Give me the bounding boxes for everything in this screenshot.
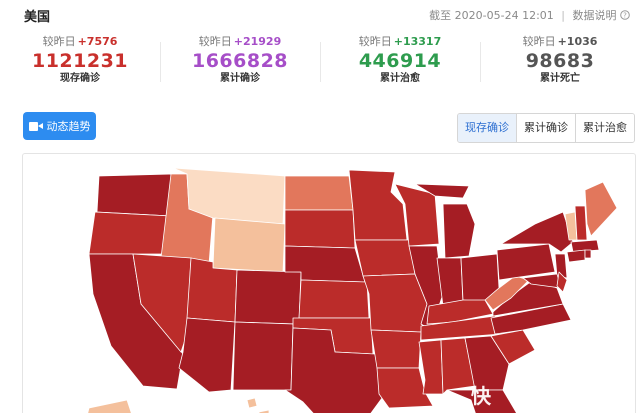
state-hawaii-2[interactable]	[258, 409, 270, 413]
top-bar: 美国 截至 2020-05-24 12:01 | 数据说明 ?	[0, 0, 640, 28]
stat-label: 累计死亡	[540, 73, 580, 84]
stat-delta: 较昨日 +21929	[160, 34, 320, 50]
state-connecticut[interactable]	[566, 249, 586, 263]
region-title: 美国	[24, 10, 51, 25]
state-north-dakota[interactable]	[284, 175, 354, 211]
state-kansas[interactable]	[298, 279, 370, 319]
state-pennsylvania[interactable]	[496, 243, 556, 281]
video-camera-icon	[28, 121, 43, 131]
state-minnesota[interactable]	[348, 169, 408, 241]
delta-label: 较昨日	[522, 35, 556, 48]
us-map: 快	[22, 153, 636, 413]
state-alaska[interactable]	[85, 399, 135, 413]
state-new-hampshire[interactable]	[574, 205, 588, 241]
state-massachusetts[interactable]	[570, 239, 600, 253]
metric-tabs: 现存确诊 累计确诊 累计治愈	[457, 113, 635, 143]
separator: |	[561, 9, 565, 22]
delta-value: +1036	[557, 35, 598, 48]
stat-delta: 较昨日 +1036	[480, 34, 640, 50]
trend-button[interactable]: 动态趋势	[23, 112, 96, 140]
state-new-jersey[interactable]	[554, 253, 568, 279]
state-iowa[interactable]	[354, 239, 416, 277]
state-maine[interactable]	[584, 181, 618, 237]
stat-total-confirmed: 较昨日 +21929 1666828 累计确诊	[160, 34, 320, 92]
state-georgia[interactable]	[464, 335, 510, 391]
state-new-mexico[interactable]	[232, 321, 294, 391]
stat-total-recovered: 较昨日 +13317 446914 累计治愈	[320, 34, 480, 92]
stat-label: 累计治愈	[380, 73, 420, 84]
update-info: 截至 2020-05-24 12:01 | 数据说明 ?	[429, 7, 630, 23]
stat-delta: 较昨日 +13317	[320, 34, 480, 50]
state-alabama[interactable]	[440, 337, 476, 395]
delta-value: +7576	[77, 35, 118, 48]
tab-current-confirmed[interactable]: 现存确诊	[458, 114, 516, 142]
delta-label: 较昨日	[358, 35, 392, 48]
state-wyoming[interactable]	[212, 217, 286, 273]
stat-total-deaths: 较昨日 +1036 98683 累计死亡	[480, 34, 640, 92]
delta-value: +21929	[233, 35, 282, 48]
state-rhode-island[interactable]	[584, 249, 592, 259]
state-arizona[interactable]	[178, 317, 236, 393]
stats-panel: 较昨日 +7576 1121231 现存确诊 较昨日 +21929 1666828 …	[0, 34, 640, 92]
state-arkansas[interactable]	[370, 329, 422, 369]
delta-label: 较昨日	[198, 35, 232, 48]
state-mississippi[interactable]	[418, 339, 444, 395]
state-oregon[interactable]	[88, 211, 172, 255]
state-michigan[interactable]	[442, 203, 476, 259]
stat-label: 累计确诊	[220, 73, 260, 84]
stat-delta: 较昨日 +7576	[0, 34, 160, 50]
state-delaware[interactable]	[556, 271, 568, 293]
state-florida[interactable]	[446, 389, 523, 413]
stat-value: 1121231	[31, 50, 129, 72]
state-washington[interactable]	[96, 173, 174, 217]
stat-label: 现存确诊	[60, 73, 100, 84]
watermark: 快	[471, 384, 491, 408]
question-icon[interactable]: ?	[620, 10, 630, 20]
state-texas[interactable]	[284, 327, 386, 413]
data-explain-link[interactable]: 数据说明	[572, 9, 617, 22]
state-south-dakota[interactable]	[284, 209, 356, 249]
delta-label: 较昨日	[42, 35, 76, 48]
state-south-carolina[interactable]	[490, 329, 536, 365]
state-hawaii[interactable]	[246, 397, 258, 409]
stat-current-confirmed: 较昨日 +7576 1121231 现存确诊	[0, 34, 160, 92]
updated-time: 2020-05-24 12:01	[454, 9, 554, 22]
tab-total-confirmed[interactable]: 累计确诊	[516, 114, 575, 142]
stat-value: 446914	[358, 50, 442, 72]
stat-value: 1666828	[191, 50, 289, 72]
state-michigan-upper[interactable]	[414, 183, 470, 199]
us-map-svg	[85, 167, 618, 413]
trend-button-label: 动态趋势	[46, 120, 91, 133]
delta-value: +13317	[393, 35, 442, 48]
state-colorado[interactable]	[234, 269, 302, 325]
updated-prefix: 截至	[429, 9, 452, 22]
state-louisiana[interactable]	[376, 367, 434, 409]
state-missouri[interactable]	[362, 273, 428, 333]
stat-value: 98683	[525, 50, 595, 72]
svg-text:?: ?	[623, 12, 627, 20]
tab-total-recovered[interactable]: 累计治愈	[575, 114, 634, 142]
